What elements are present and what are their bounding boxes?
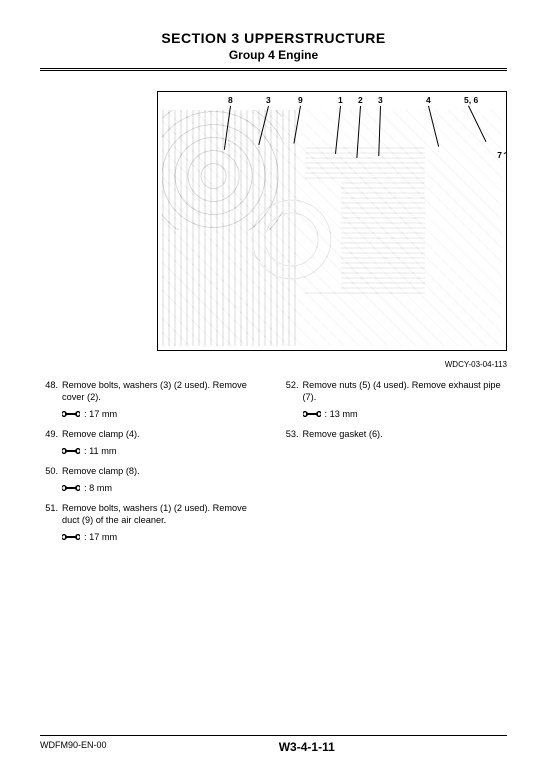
tool-size: : 17 mm bbox=[84, 408, 117, 420]
footer-page-number: W3-4-1-11 bbox=[279, 740, 335, 754]
tool-spec: : 13 mm bbox=[303, 408, 508, 420]
instruction-columns: 48. Remove bolts, washers (3) (2 used). … bbox=[40, 379, 507, 551]
tool-spec: : 17 mm bbox=[62, 531, 267, 543]
step-text: Remove clamp (4). bbox=[62, 428, 267, 440]
step-number: 51. bbox=[40, 502, 62, 527]
header-rule-top bbox=[40, 68, 507, 69]
step-text: Remove bolts, washers (3) (2 used). Remo… bbox=[62, 379, 267, 404]
callout-2: 2 bbox=[358, 95, 363, 105]
tool-size: : 13 mm bbox=[325, 408, 358, 420]
step-text: Remove clamp (8). bbox=[62, 465, 267, 477]
step-number: 48. bbox=[40, 379, 62, 404]
tool-spec: : 17 mm bbox=[62, 408, 267, 420]
step-text: Remove bolts, washers (1) (2 used). Remo… bbox=[62, 502, 267, 527]
tool-spec: : 8 mm bbox=[62, 482, 267, 494]
callout-9: 9 bbox=[298, 95, 303, 105]
group-title: Group 4 Engine bbox=[40, 48, 507, 62]
tool-size: : 11 mm bbox=[84, 445, 117, 457]
footer-rule bbox=[40, 735, 507, 736]
callout-4: 4 bbox=[426, 95, 431, 105]
wrench-icon bbox=[303, 411, 321, 417]
callout-8: 8 bbox=[228, 95, 233, 105]
step-51: 51. Remove bolts, washers (1) (2 used). … bbox=[40, 502, 267, 527]
wrench-icon bbox=[62, 448, 80, 454]
tool-size: : 17 mm bbox=[84, 531, 117, 543]
footer-row: WDFM90-EN-00 W3-4-1-11 bbox=[40, 740, 507, 754]
engine-diagram: 8 3 9 1 2 3 4 5, 6 7 bbox=[157, 91, 507, 351]
step-number: 53. bbox=[281, 428, 303, 440]
page-header: SECTION 3 UPPERSTRUCTURE Group 4 Engine bbox=[40, 30, 507, 71]
callout-7: 7 bbox=[497, 150, 502, 160]
page-footer: WDFM90-EN-00 W3-4-1-11 bbox=[40, 735, 507, 754]
wrench-icon bbox=[62, 411, 80, 417]
step-53: 53. Remove gasket (6). bbox=[281, 428, 508, 440]
figure-container: 8 3 9 1 2 3 4 5, 6 7 bbox=[40, 91, 507, 356]
wrench-icon bbox=[62, 534, 80, 540]
figure-id: WDCY-03-04-113 bbox=[40, 360, 507, 369]
tool-spec: : 11 mm bbox=[62, 445, 267, 457]
tool-size: : 8 mm bbox=[84, 482, 112, 494]
step-number: 50. bbox=[40, 465, 62, 477]
callout-56: 5, 6 bbox=[464, 95, 478, 105]
step-number: 49. bbox=[40, 428, 62, 440]
step-text: Remove gasket (6). bbox=[303, 428, 508, 440]
right-column: 52. Remove nuts (5) (4 used). Remove exh… bbox=[281, 379, 508, 551]
header-rule-bottom bbox=[40, 70, 507, 71]
left-column: 48. Remove bolts, washers (3) (2 used). … bbox=[40, 379, 267, 551]
section-title: SECTION 3 UPPERSTRUCTURE bbox=[40, 30, 507, 46]
leader-7 bbox=[504, 143, 507, 154]
step-50: 50. Remove clamp (8). bbox=[40, 465, 267, 477]
step-49: 49. Remove clamp (4). bbox=[40, 428, 267, 440]
callout-1: 1 bbox=[338, 95, 343, 105]
callout-3b: 3 bbox=[378, 95, 383, 105]
step-text: Remove nuts (5) (4 used). Remove exhaust… bbox=[303, 379, 508, 404]
callout-row: 8 3 9 1 2 3 4 5, 6 bbox=[158, 92, 506, 114]
callout-3a: 3 bbox=[266, 95, 271, 105]
footer-doc-id: WDFM90-EN-00 bbox=[40, 740, 107, 754]
wrench-icon bbox=[62, 485, 80, 491]
step-52: 52. Remove nuts (5) (4 used). Remove exh… bbox=[281, 379, 508, 404]
step-number: 52. bbox=[281, 379, 303, 404]
engine-line-art bbox=[162, 110, 502, 346]
step-48: 48. Remove bolts, washers (3) (2 used). … bbox=[40, 379, 267, 404]
